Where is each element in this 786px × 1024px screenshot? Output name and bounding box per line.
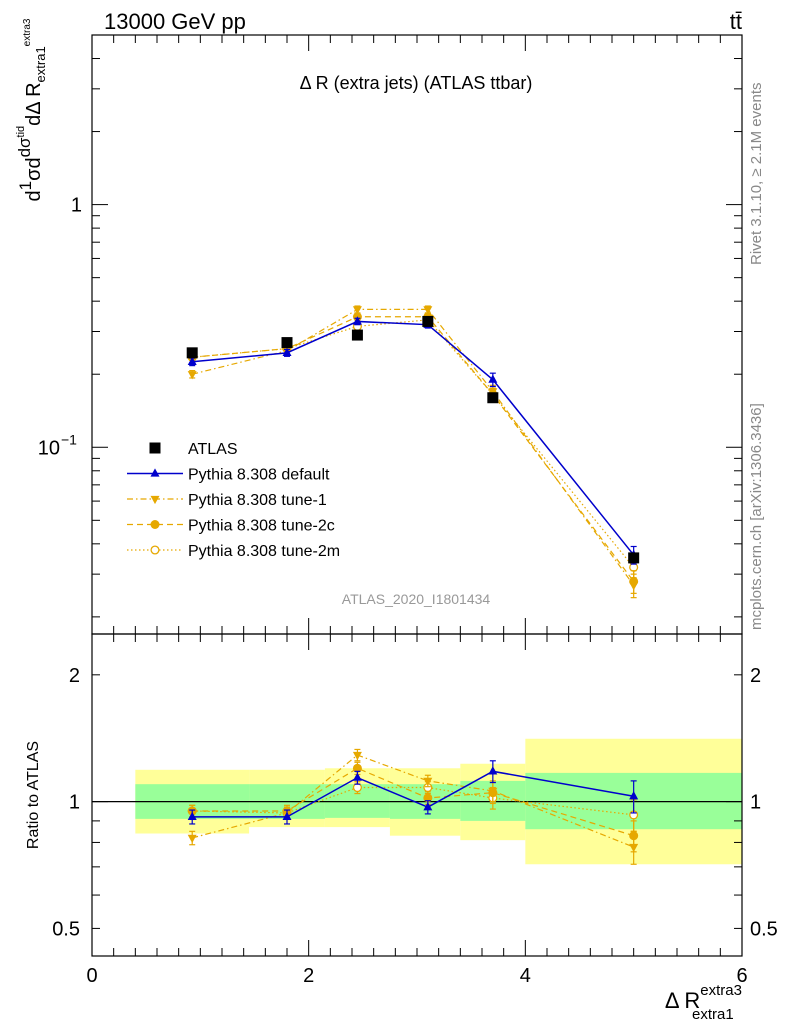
ratio-y-tick-label: 0.5 <box>52 918 80 940</box>
legend-entry: Pythia 8.308 tune-2c <box>127 518 335 535</box>
ratio-panel: 0 2 4 6 2 2 1 1 0.5 0.5 <box>52 633 778 987</box>
ylabel-d1: d <box>23 190 45 201</box>
mcplots-label: mcplots.cern.ch [arXiv:1306.3436] <box>748 403 765 630</box>
ylabel-dsigma: dσ <box>15 137 34 157</box>
ylabel-sigma: σ <box>23 168 45 181</box>
analysis-watermark: ATLAS_2020_I1801434 <box>342 591 491 607</box>
main-y-tick-label: 1 <box>71 195 82 217</box>
legend-label: ATLAS <box>188 441 238 458</box>
ratio-y-tick-label-right: 0.5 <box>750 918 778 940</box>
x-tick-label: 2 <box>303 965 314 987</box>
ratio-axes: 0 2 4 6 2 2 1 1 0.5 0.5 <box>52 633 778 987</box>
ratio-uncertainty-bands <box>92 738 742 865</box>
x-tick-label: 0 <box>86 965 97 987</box>
main-ref-point <box>487 392 499 404</box>
beam-label: 13000 GeV pp <box>104 9 246 34</box>
legend-entry: Pythia 8.308 tune-1 <box>127 492 327 509</box>
main-axes: 1 10 −1 <box>38 34 743 635</box>
ratio-default-point <box>423 802 433 811</box>
main-ref-point <box>186 347 198 359</box>
ratio-point <box>352 751 362 761</box>
ratio-data-layer <box>187 748 639 865</box>
main-ref-point <box>351 329 363 341</box>
legend-marker <box>150 545 160 555</box>
ratio-y-tick-label-right: 2 <box>750 665 761 687</box>
ratio-y-tick-label: 2 <box>69 665 80 687</box>
main-point <box>282 347 292 356</box>
ratio-default-point <box>352 772 362 781</box>
legend-marker <box>149 442 161 454</box>
ratio-series-line <box>192 786 634 816</box>
ylabel-d2: d <box>23 157 45 168</box>
ratio-default-series-line <box>192 770 634 818</box>
ylabel-tid: tid <box>15 126 27 138</box>
ratio-default-point <box>282 811 292 821</box>
chart-title: Δ R (extra jets) (ATLAS ttbar) <box>300 73 533 93</box>
ratio-default-point <box>488 766 498 775</box>
x-tick-label: 6 <box>736 965 747 987</box>
ylabel-ddr: dΔ R <box>23 82 45 125</box>
main-series-line <box>192 316 635 582</box>
legend-marker <box>150 520 160 529</box>
ratio-default-point <box>187 811 197 821</box>
legend-entry: ATLAS <box>149 441 238 458</box>
main-point <box>187 371 197 380</box>
legend: ATLAS Pythia 8.308 default Pythia 8.308 tu… <box>127 441 340 560</box>
ratio-default-series-0 <box>187 760 639 825</box>
ratio-point <box>629 843 639 853</box>
main-series-line <box>192 320 635 556</box>
rivet-label: Rivet 3.1.10, ≥ 2.1M events <box>748 83 765 266</box>
legend-label: Pythia 8.308 default <box>188 467 330 484</box>
ratio-point <box>488 787 498 797</box>
main-panel: Δ R (extra jets) (ATLAS ttbar) ATLAS_202… <box>38 34 743 635</box>
legend-label: Pythia 8.308 tune-2m <box>188 543 340 560</box>
ratio-point <box>352 763 362 773</box>
ratio-default-point <box>629 791 639 800</box>
ratio-y-tick-label: 1 <box>69 792 80 814</box>
main-point <box>423 306 433 315</box>
main-y-tick-exponent: −1 <box>61 431 77 447</box>
process-label: tt̄ <box>730 9 742 34</box>
main-point <box>352 316 362 325</box>
xlabel-sup: extra3 <box>700 982 742 999</box>
ylabel-sup: extra3 <box>22 18 33 46</box>
ylabel-one: 1 <box>16 181 35 190</box>
main-point <box>187 356 197 365</box>
ratio-y-axis-label: Ratio to ATLAS <box>25 741 42 849</box>
legend-entry: Pythia 8.308 default <box>127 467 330 484</box>
main-point <box>488 374 498 383</box>
main-ref-series-0 <box>186 315 640 564</box>
legend-label: Pythia 8.308 tune-2c <box>188 518 335 535</box>
svg-text:d1σddσtiddΔ Rextra1extra3: d1σddσtiddΔ Rextra1extra3 <box>15 18 48 201</box>
legend-entry: Pythia 8.308 tune-2m <box>127 543 340 560</box>
ratio-point <box>352 782 362 793</box>
x-tick-label: 4 <box>520 965 531 987</box>
legend-label: Pythia 8.308 tune-1 <box>188 492 327 509</box>
ratio-y-tick-label-right: 1 <box>750 792 761 814</box>
main-ref-point <box>281 337 293 349</box>
main-data-layer <box>186 305 640 599</box>
ylabel-sub: extra1 <box>33 46 48 82</box>
ratio-point <box>187 834 197 844</box>
main-point <box>629 582 639 591</box>
legend-marker <box>150 468 160 477</box>
ratio-point <box>423 777 433 787</box>
main-y-tick-label: 10 <box>38 437 60 459</box>
main-y-axis-label: d1σddσtiddΔ Rextra1extra3 <box>15 18 48 201</box>
x-axis-label: Δ Rextra3 extra1 <box>665 982 742 1023</box>
main-point <box>352 306 362 315</box>
main-ref-point <box>422 315 434 327</box>
legend-marker <box>150 495 160 505</box>
xlabel-sub: extra1 <box>692 1006 734 1023</box>
xlabel-main: Δ R <box>665 988 700 1013</box>
main-ref-point <box>628 552 640 564</box>
